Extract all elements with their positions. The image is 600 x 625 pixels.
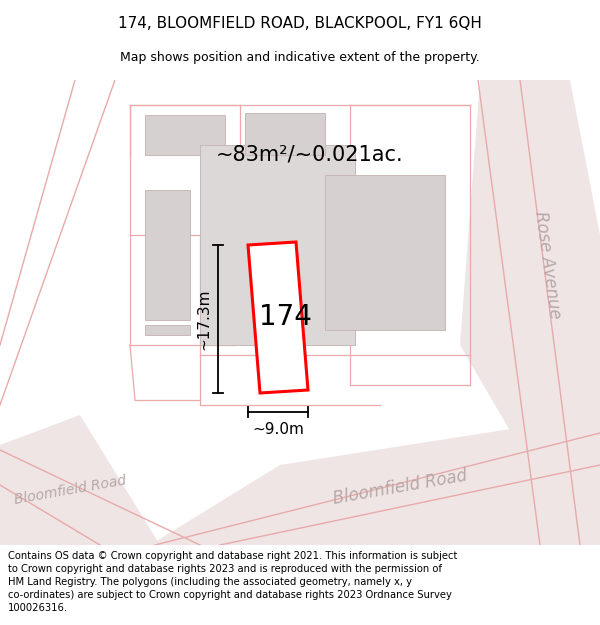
Polygon shape	[248, 242, 308, 393]
Bar	[245, 113, 325, 155]
Bar	[325, 175, 445, 330]
Bar	[145, 115, 225, 155]
Text: Contains OS data © Crown copyright and database right 2021. This information is : Contains OS data © Crown copyright and d…	[8, 551, 457, 613]
Polygon shape	[460, 80, 600, 465]
Text: Rose Avenue: Rose Avenue	[532, 210, 565, 320]
Text: ~17.3m: ~17.3m	[196, 288, 211, 350]
Text: Bloomfield Road: Bloomfield Road	[331, 466, 469, 508]
Text: 174: 174	[259, 303, 311, 331]
Bar	[145, 190, 190, 320]
Polygon shape	[0, 415, 160, 545]
Text: 174, BLOOMFIELD ROAD, BLACKPOOL, FY1 6QH: 174, BLOOMFIELD ROAD, BLACKPOOL, FY1 6QH	[118, 16, 482, 31]
Bar	[200, 145, 355, 345]
Polygon shape	[150, 415, 600, 545]
Text: ~83m²/~0.021ac.: ~83m²/~0.021ac.	[216, 145, 404, 165]
Bar	[145, 325, 190, 335]
Text: Map shows position and indicative extent of the property.: Map shows position and indicative extent…	[120, 51, 480, 64]
Text: ~9.0m: ~9.0m	[252, 422, 304, 437]
Text: Bloomfield Road: Bloomfield Road	[13, 473, 127, 507]
